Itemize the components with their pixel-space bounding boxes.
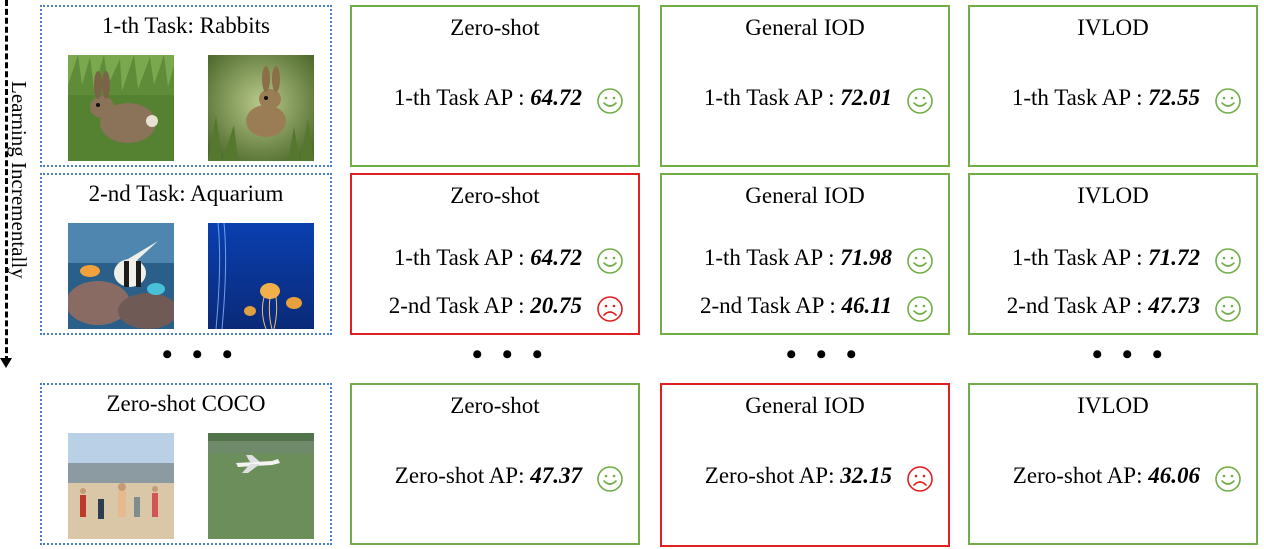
metric-label: 2-nd Task AP : <box>388 293 531 318</box>
method-title: IVLOD <box>1077 15 1149 40</box>
metric-value: 72.55 <box>1148 85 1200 110</box>
metric-value: 47.73 <box>1148 293 1200 318</box>
frown-face-icon <box>597 296 623 322</box>
method-title: General IOD <box>745 393 865 418</box>
frown-face-icon <box>907 466 933 492</box>
metric-line: 2-nd Task AP : 20.75 <box>352 293 582 319</box>
metric-line: 1-th Task AP : 71.72 <box>970 245 1200 271</box>
metric-label: 1-th Task AP : <box>1011 245 1149 270</box>
result-box-general-iod-row-2: General IOD 1-th Task AP : 71.98 2-nd Tas… <box>660 173 950 335</box>
incremental-arrow-line <box>5 0 8 362</box>
smile-face-icon <box>1215 248 1241 274</box>
method-title: IVLOD <box>1077 183 1149 208</box>
rabbit-photo-1 <box>68 55 174 161</box>
method-title: IVLOD <box>1077 393 1149 418</box>
smile-face-icon <box>597 466 623 492</box>
fish-photo <box>68 223 174 329</box>
metric-label: 1-th Task AP : <box>393 245 531 270</box>
rabbit-photo-2 <box>208 55 314 161</box>
side-label: Learning Incrementally <box>7 81 31 279</box>
task-box-2: 2-nd Task: Aquarium <box>40 173 332 335</box>
metric-label: Zero-shot AP: <box>704 463 841 488</box>
task-title: Zero-shot COCO <box>106 391 266 416</box>
metric-line: 1-th Task AP : 71.98 <box>662 245 892 271</box>
method-title: General IOD <box>745 183 865 208</box>
result-box-general-iod-row-1: General IOD 1-th Task AP : 72.01 <box>660 5 950 167</box>
result-box-zero-shot-row-1: Zero-shot 1-th Task AP : 64.72 <box>350 5 640 167</box>
ellipsis-ivlod: • • • <box>1092 338 1169 371</box>
metric-label: Zero-shot AP: <box>394 463 531 488</box>
method-title: Zero-shot <box>450 15 540 40</box>
smile-face-icon <box>597 88 623 114</box>
smile-face-icon <box>1215 466 1241 492</box>
metric-value: 46.11 <box>841 293 892 318</box>
task-title: 1-th Task: Rabbits <box>102 13 270 38</box>
ellipsis-general-iod: • • • <box>786 338 863 371</box>
metric-line: 1-th Task AP : 72.01 <box>662 85 892 111</box>
metric-label: 2-nd Task AP : <box>1006 293 1149 318</box>
metric-line: 2-nd Task AP : 46.11 <box>662 293 892 319</box>
metric-line: 1-th Task AP : 64.72 <box>352 85 582 111</box>
task-box-3: Zero-shot COCO <box>40 383 332 545</box>
metric-value: 32.15 <box>840 463 892 488</box>
result-box-ivlod-row-2: IVLOD 1-th Task AP : 71.72 2-nd Task AP :… <box>968 173 1258 335</box>
arrow-down-icon <box>0 358 12 368</box>
method-title: Zero-shot <box>450 393 540 418</box>
result-box-general-iod-row-3: General IOD Zero-shot AP: 32.15 <box>660 383 950 547</box>
metric-label: 1-th Task AP : <box>393 85 531 110</box>
smile-face-icon <box>907 248 933 274</box>
metric-value: 71.98 <box>840 245 892 270</box>
metric-line: 1-th Task AP : 64.72 <box>352 245 582 271</box>
metric-label: Zero-shot AP: <box>1012 463 1149 488</box>
beach-people-photo <box>68 433 174 539</box>
metric-line: Zero-shot AP: 47.37 <box>352 463 582 489</box>
metric-value: 71.72 <box>1148 245 1200 270</box>
metric-value: 64.72 <box>530 245 582 270</box>
smile-face-icon <box>907 296 933 322</box>
metric-value: 20.75 <box>530 293 582 318</box>
metric-label: 2-nd Task AP : <box>700 293 842 318</box>
metric-value: 47.37 <box>530 463 582 488</box>
metric-label: 1-th Task AP : <box>703 85 841 110</box>
task-title: 2-nd Task: Aquarium <box>88 181 284 206</box>
metric-line: 2-nd Task AP : 47.73 <box>970 293 1200 319</box>
result-box-ivlod-row-1: IVLOD 1-th Task AP : 72.55 <box>968 5 1258 167</box>
jellyfish-photo <box>208 223 314 329</box>
metric-line: 1-th Task AP : 72.55 <box>970 85 1200 111</box>
smile-face-icon <box>1215 88 1241 114</box>
result-box-zero-shot-row-3: Zero-shot Zero-shot AP: 47.37 <box>350 383 640 545</box>
smile-face-icon <box>1215 296 1241 322</box>
ellipsis-zero-shot: • • • <box>472 338 549 371</box>
method-title: General IOD <box>745 15 865 40</box>
metric-line: Zero-shot AP: 32.15 <box>662 463 892 489</box>
metric-value: 64.72 <box>530 85 582 110</box>
metric-label: 1-th Task AP : <box>1011 85 1149 110</box>
method-title: Zero-shot <box>450 183 540 208</box>
metric-label: 1-th Task AP : <box>703 245 841 270</box>
airplane-photo <box>208 433 314 539</box>
smile-face-icon <box>907 88 933 114</box>
smile-face-icon <box>597 248 623 274</box>
result-box-ivlod-row-3: IVLOD Zero-shot AP: 46.06 <box>968 383 1258 545</box>
result-box-zero-shot-row-2: Zero-shot 1-th Task AP : 64.72 2-nd Task … <box>350 173 640 335</box>
task-box-1: 1-th Task: Rabbits <box>40 5 332 167</box>
metric-value: 46.06 <box>1148 463 1200 488</box>
metric-line: Zero-shot AP: 46.06 <box>970 463 1200 489</box>
metric-value: 72.01 <box>840 85 892 110</box>
ellipsis-tasks: • • • <box>162 338 239 371</box>
